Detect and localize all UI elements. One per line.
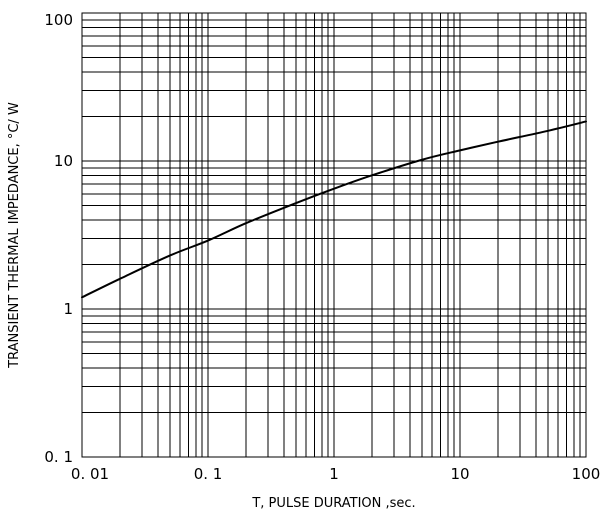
x-tick-labels: 0. 01 0. 1 1 10 100 bbox=[71, 465, 600, 483]
x-tick-label: 0. 01 bbox=[71, 465, 109, 483]
grid bbox=[82, 13, 586, 457]
y-tick-label: 1 bbox=[63, 300, 73, 318]
y-tick-label: 100 bbox=[44, 11, 73, 29]
y-axis-label: TRANSIENT THERMAL IMPEDANCE, °C/ W bbox=[7, 102, 22, 369]
x-tick-label: 10 bbox=[450, 465, 469, 483]
x-tick-label: 100 bbox=[572, 465, 601, 483]
x-tick-label: 0. 1 bbox=[194, 465, 223, 483]
y-tick-label: 0. 1 bbox=[44, 448, 73, 466]
x-tick-label: 1 bbox=[329, 465, 339, 483]
x-axis-label: T, PULSE DURATION ,sec. bbox=[251, 496, 415, 511]
y-tick-labels: 0. 1 1 10 100 bbox=[44, 11, 73, 466]
y-tick-label: 10 bbox=[54, 152, 73, 170]
